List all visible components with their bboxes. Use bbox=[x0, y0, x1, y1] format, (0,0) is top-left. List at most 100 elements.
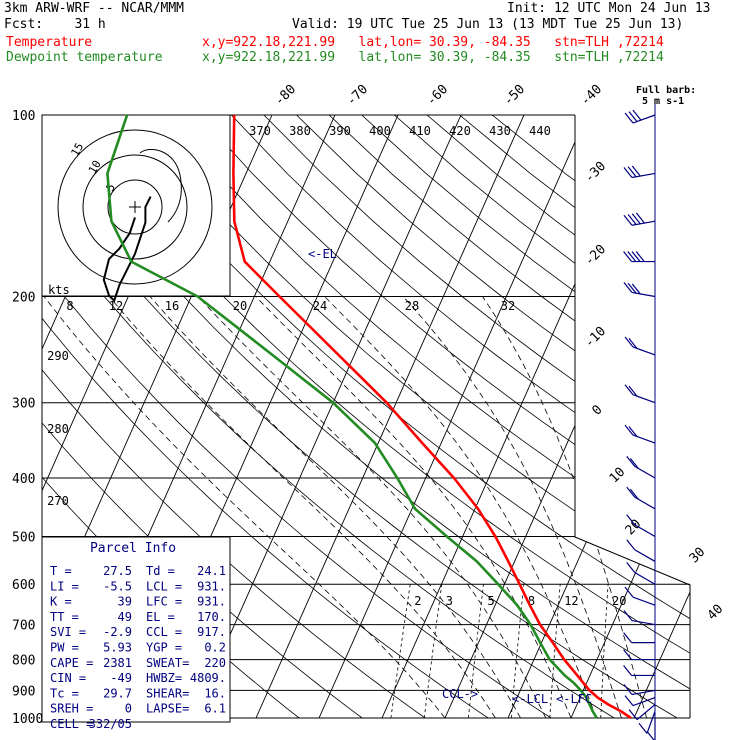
dry-adiabat bbox=[100, 115, 690, 718]
mixing-ratio-line bbox=[390, 584, 411, 718]
parcel-value: 0.2 bbox=[204, 641, 226, 655]
moist-adiabat bbox=[482, 296, 647, 718]
wind-barb-flag bbox=[626, 539, 636, 551]
parcel-key: CAPE = bbox=[50, 656, 93, 670]
wind-barb-flag bbox=[631, 165, 641, 177]
hodo-speed-label-16: 16 bbox=[165, 299, 179, 313]
theta-label-420: 420 bbox=[449, 124, 471, 138]
wind-barb-flag bbox=[635, 251, 645, 262]
wind-barb-staff bbox=[636, 704, 656, 721]
wind-barb-300 bbox=[624, 384, 656, 404]
lcl-marker: <-LCL bbox=[512, 692, 548, 706]
parcel-value: 0 bbox=[125, 702, 132, 716]
wind-barb-950 bbox=[628, 704, 656, 721]
wind-barb-flag bbox=[628, 111, 638, 122]
dry-adiabat bbox=[328, 115, 690, 718]
parcel-value: 931. bbox=[197, 595, 226, 609]
wind-barb-flag bbox=[623, 649, 633, 660]
theta-label-410: 410 bbox=[409, 124, 431, 138]
lfc-marker: <-LFC bbox=[556, 692, 592, 706]
parcel-key: EL = bbox=[146, 610, 175, 624]
wind-barb-200 bbox=[623, 282, 656, 298]
valid-time: Valid: 19 UTC Tue 25 Jun 13 (13 MDT Tue … bbox=[292, 17, 684, 32]
parcel-value: -2.9 bbox=[103, 625, 132, 639]
dry-adiabat bbox=[67, 115, 690, 718]
parcel-value: 5.93 bbox=[103, 641, 132, 655]
hodograph-ring-label-10: 10 bbox=[86, 158, 104, 176]
wind-barb-900 bbox=[623, 684, 656, 696]
wind-barb-flag bbox=[623, 684, 633, 695]
theta-label-430: 430 bbox=[489, 124, 511, 138]
mixing-ratio-label-3: 3 bbox=[446, 594, 453, 608]
parcel-key: PW = bbox=[50, 641, 79, 655]
wind-barb-flag bbox=[646, 731, 655, 740]
wind-barb-flag bbox=[631, 251, 641, 262]
wind-barb-flag bbox=[626, 514, 636, 526]
isotherm-label--70: -70 bbox=[344, 82, 371, 109]
wind-barb-flag bbox=[629, 488, 639, 500]
wind-barb-flag bbox=[628, 709, 638, 720]
wind-barb-450 bbox=[626, 486, 656, 510]
wind-barb-800 bbox=[623, 649, 655, 661]
wind-barb-925 bbox=[624, 695, 656, 707]
parcel-key: SVI = bbox=[50, 625, 86, 639]
wind-barb-flag bbox=[624, 586, 634, 598]
location-info-dew: x,y=922.18,221.99 lat,lon= 30.39, -84.35… bbox=[202, 50, 664, 65]
hodograph-ring-label-15: 15 bbox=[68, 141, 86, 159]
parcel-info-box bbox=[41, 536, 231, 723]
theta-label-280: 280 bbox=[47, 422, 69, 436]
parcel-value: 917. bbox=[197, 625, 226, 639]
wind-barb-flag bbox=[627, 166, 637, 178]
hodograph-ring bbox=[57, 129, 213, 285]
pressure-label-800: 800 bbox=[12, 654, 35, 669]
el-marker: <-EL bbox=[308, 247, 337, 261]
wind-barb-flag bbox=[623, 251, 633, 262]
isotherm bbox=[255, 115, 525, 718]
theta-label-370: 370 bbox=[249, 124, 271, 138]
pressure-label-1000: 1000 bbox=[12, 712, 43, 727]
parcel-value: 4809. bbox=[190, 671, 226, 685]
parcel-value: 931. bbox=[197, 579, 226, 593]
wind-barb-600 bbox=[626, 562, 656, 585]
dry-adiabat bbox=[42, 115, 552, 718]
moist-adiabat bbox=[108, 296, 496, 718]
parcel-key: HWBZ= bbox=[146, 671, 182, 685]
dry-adiabat bbox=[491, 115, 690, 718]
mixing-ratio-label-12: 12 bbox=[564, 594, 578, 608]
wind-barb-175 bbox=[623, 251, 655, 263]
isotherm-label--40: -40 bbox=[578, 82, 605, 109]
isotherm bbox=[570, 115, 690, 718]
wind-barb-flag bbox=[623, 214, 633, 226]
init-time: Init: 12 UTC Mon 24 Jun 13 bbox=[507, 1, 711, 16]
mixing-ratio-line bbox=[510, 584, 525, 718]
pressure-label-500: 500 bbox=[12, 530, 35, 545]
theta-label-440: 440 bbox=[529, 124, 551, 138]
isotherm-label-10: 10 bbox=[607, 465, 629, 487]
hodograph-box bbox=[41, 114, 231, 297]
parcel-key: LAPSE= bbox=[146, 702, 189, 716]
moist-adiabat bbox=[255, 296, 572, 718]
mixing-ratio-label-5: 5 bbox=[487, 594, 494, 608]
parcel-value: 29.7 bbox=[103, 686, 132, 700]
dewpoint-profile bbox=[106, 114, 598, 719]
wind-barb-350 bbox=[624, 424, 656, 444]
wind-barb-staff bbox=[646, 711, 656, 734]
wind-barb-flag bbox=[638, 722, 648, 734]
hodograph-ring bbox=[82, 154, 188, 260]
theta-label-380: 380 bbox=[289, 124, 311, 138]
wind-barb-flag bbox=[623, 282, 633, 293]
parcel-key: CELL = bbox=[50, 717, 93, 731]
hodograph-unit-label: kts bbox=[48, 283, 70, 297]
mixing-ratio-line bbox=[423, 584, 443, 718]
wind-barb-150 bbox=[623, 212, 656, 226]
mixing-ratio-label-2: 2 bbox=[414, 594, 421, 608]
dewpoint-legend: Dewpoint temperature bbox=[6, 50, 163, 65]
theta-label-270: 270 bbox=[47, 494, 69, 508]
temperature-profile bbox=[232, 114, 632, 720]
dry-adiabat bbox=[42, 115, 690, 718]
moist-adiabat bbox=[324, 296, 597, 718]
wind-barb-flag bbox=[626, 562, 636, 573]
isotherm bbox=[697, 115, 740, 718]
parcel-info-title: Parcel Info bbox=[90, 541, 176, 556]
